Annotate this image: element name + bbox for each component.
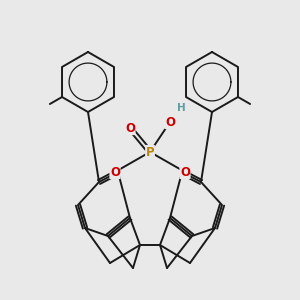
Text: O: O [180, 166, 190, 178]
Text: H: H [177, 103, 185, 113]
Text: O: O [110, 166, 120, 178]
Text: O: O [125, 122, 135, 134]
Text: O: O [165, 116, 175, 128]
Text: P: P [146, 146, 154, 158]
